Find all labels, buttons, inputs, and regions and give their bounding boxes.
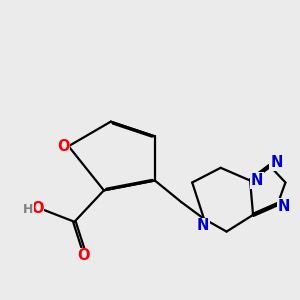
Text: N: N [250, 173, 263, 188]
Text: O: O [57, 139, 70, 154]
Text: H: H [23, 203, 34, 217]
Text: N: N [278, 199, 290, 214]
Text: O: O [31, 201, 44, 216]
Text: N: N [270, 155, 283, 170]
Text: N: N [197, 218, 209, 233]
Text: O: O [78, 248, 90, 263]
